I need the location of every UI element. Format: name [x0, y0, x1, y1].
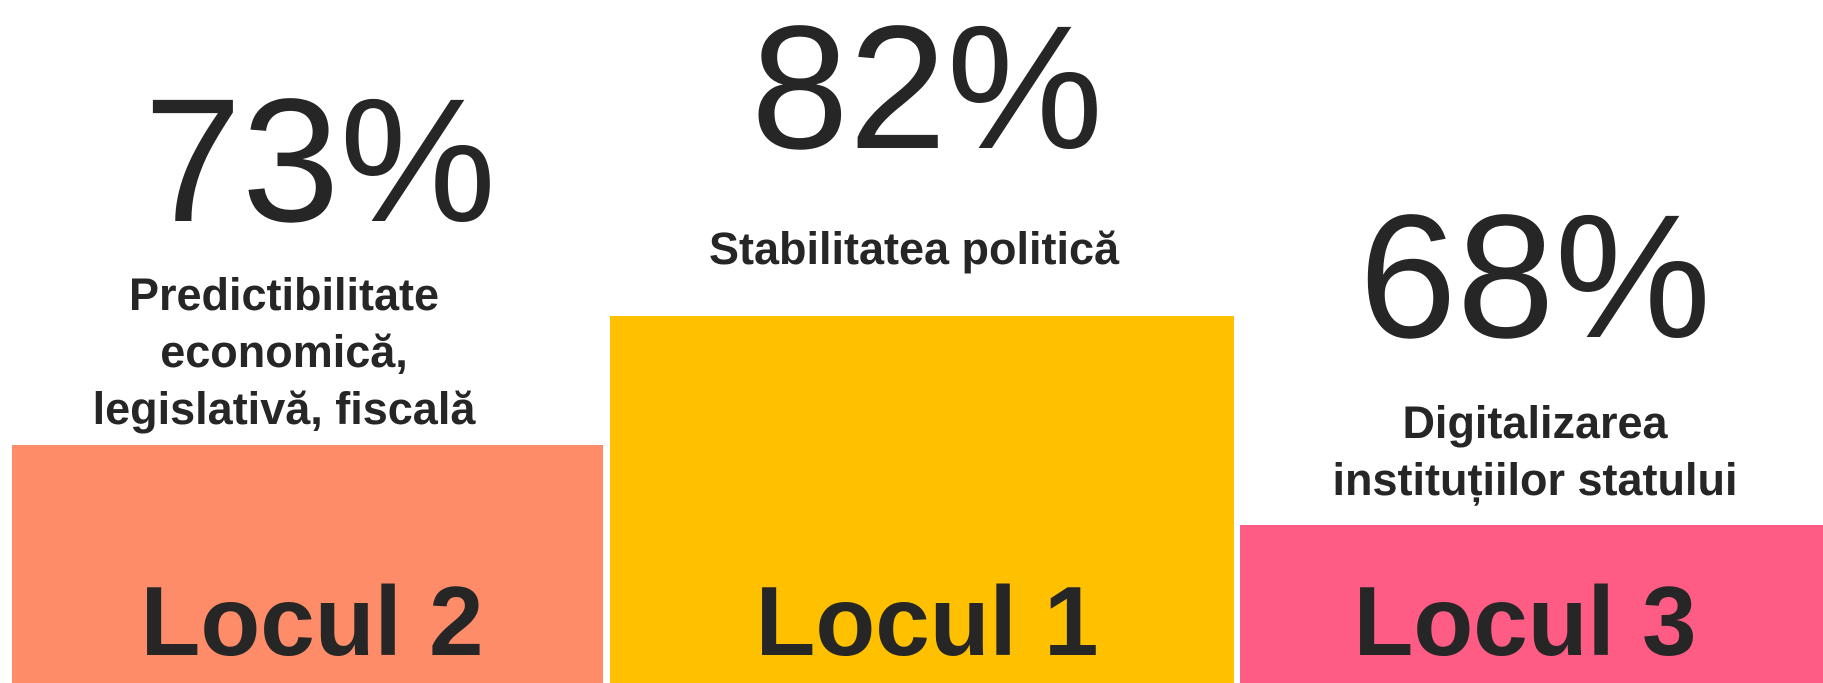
percentage: 68% — [1359, 179, 1711, 375]
item-label: legislativă, fiscală — [93, 383, 477, 434]
item-label: economică, — [160, 326, 408, 377]
podium-block — [12, 445, 603, 683]
place-label: Locul 1 — [755, 566, 1098, 676]
item-label: Digitalizarea — [1402, 397, 1668, 448]
percentage: 82% — [751, 0, 1103, 186]
place-label: Locul 2 — [140, 566, 483, 676]
item-label: Stabilitatea politică — [709, 223, 1120, 274]
podium-block — [1240, 525, 1823, 683]
item-label: instituțiilor statului — [1333, 454, 1738, 505]
percentage: 73% — [144, 63, 496, 259]
place-label: Locul 3 — [1353, 566, 1696, 676]
item-label: Predictibilitate — [129, 269, 439, 320]
podium-block — [610, 316, 1234, 683]
